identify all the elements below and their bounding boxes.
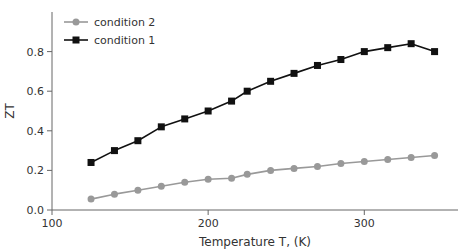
legend-label: condition 2: [94, 16, 155, 29]
x-tick: [364, 210, 365, 215]
data-point: [134, 187, 141, 194]
data-point: [314, 62, 321, 69]
y-tick-label: 0.8: [27, 46, 45, 59]
y-tick: [47, 130, 52, 131]
data-point: [384, 156, 391, 163]
data-point: [361, 48, 368, 55]
legend-marker: [73, 19, 80, 26]
data-point: [408, 40, 415, 47]
data-point: [267, 78, 274, 85]
y-tick-label: 0.6: [27, 85, 45, 98]
x-tick-label: 100: [42, 217, 63, 230]
y-tick: [47, 170, 52, 171]
data-point: [88, 196, 95, 203]
data-point: [361, 158, 368, 165]
data-point: [111, 147, 118, 154]
legend-marker: [73, 37, 80, 44]
y-tick-label: 0.4: [27, 125, 45, 138]
legend-label: condition 1: [94, 34, 155, 47]
data-point: [134, 137, 141, 144]
data-point: [111, 191, 118, 198]
y-tick: [47, 51, 52, 52]
y-tick-label: 0.2: [27, 164, 45, 177]
legend: condition 2 condition 1: [64, 16, 155, 47]
data-point: [205, 176, 212, 183]
data-point: [228, 175, 235, 182]
data-point: [158, 123, 165, 130]
data-point: [291, 70, 298, 77]
x-axis-line: [52, 210, 458, 211]
data-point: [314, 163, 321, 170]
data-point: [384, 44, 391, 51]
y-tick-label: 0.0: [27, 204, 45, 217]
data-point: [291, 165, 298, 172]
data-point: [337, 56, 344, 63]
data-point: [267, 167, 274, 174]
y-tick: [47, 210, 52, 211]
x-tick: [208, 210, 209, 215]
y-axis-line: [52, 12, 53, 210]
data-point: [228, 98, 235, 105]
data-point: [408, 154, 415, 161]
data-point: [244, 171, 251, 178]
series-line: [91, 44, 435, 163]
x-tick-label: 300: [354, 217, 375, 230]
y-axis-label: ZT: [3, 103, 17, 119]
series-line: [91, 156, 435, 200]
data-point: [337, 160, 344, 167]
plot-area: [88, 40, 439, 202]
x-axis-label: Temperature T, (K): [198, 235, 311, 249]
x-tick: [52, 210, 53, 215]
data-point: [181, 115, 188, 122]
data-point: [205, 108, 212, 115]
chart: 100 200 300 0.0 0.2 0.4 0.6 0.8 Temperature T, (…: [0, 0, 474, 252]
data-point: [158, 183, 165, 190]
data-point: [88, 159, 95, 166]
data-point: [431, 48, 438, 55]
data-point: [181, 179, 188, 186]
y-tick: [47, 91, 52, 92]
data-point: [244, 88, 251, 95]
x-tick-label: 200: [198, 217, 219, 230]
data-point: [431, 152, 438, 159]
